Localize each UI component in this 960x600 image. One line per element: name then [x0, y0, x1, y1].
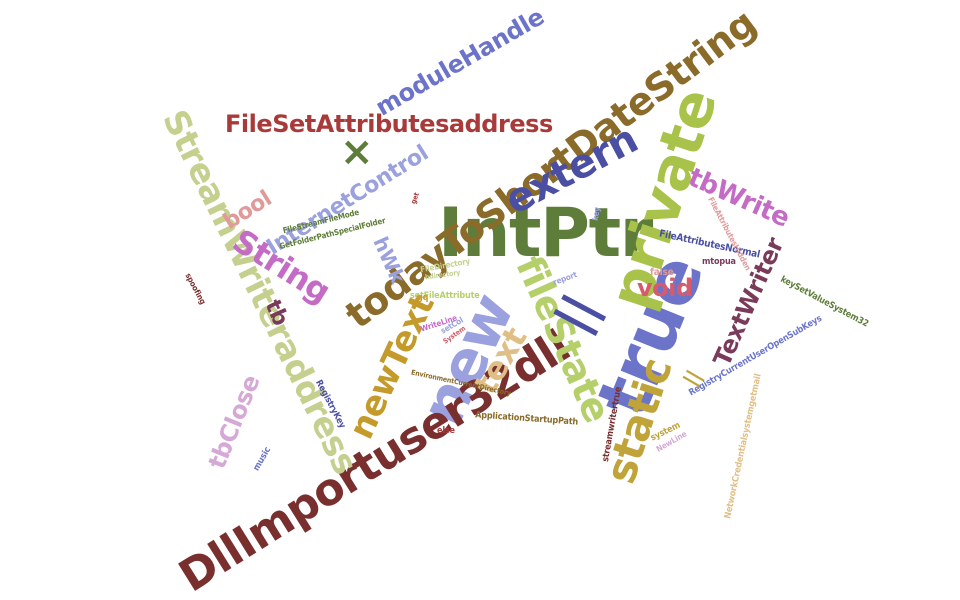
word-void: void — [637, 274, 693, 302]
word-false: false — [650, 267, 674, 278]
word-music: music — [251, 445, 274, 473]
word-else: else — [437, 426, 455, 436]
word-netcred: NetworkCredentialsystemgetmail — [723, 373, 764, 520]
word-get: get — [409, 191, 421, 206]
word-spoofing: spoofing — [183, 271, 208, 306]
word-gq: gq — [417, 293, 429, 303]
word-tbclose: tbClose — [202, 371, 266, 473]
word-streamwriteraddress: StreamWriteraddress — [154, 103, 366, 481]
word-setfile: setFileAttribute — [410, 291, 480, 301]
word-intptr: IntPtr — [438, 194, 653, 273]
word-modulehandle: moduleHandle — [370, 2, 549, 122]
word-mtopua: mtopua — [702, 257, 736, 267]
word-tbwrite: tbWrite — [683, 162, 794, 234]
word-times: × — [340, 129, 374, 175]
word-filesetattributesaddress: FileSetAttributesaddress — [225, 110, 553, 138]
word-appstartup: ApplicationStartupPath — [474, 410, 579, 428]
